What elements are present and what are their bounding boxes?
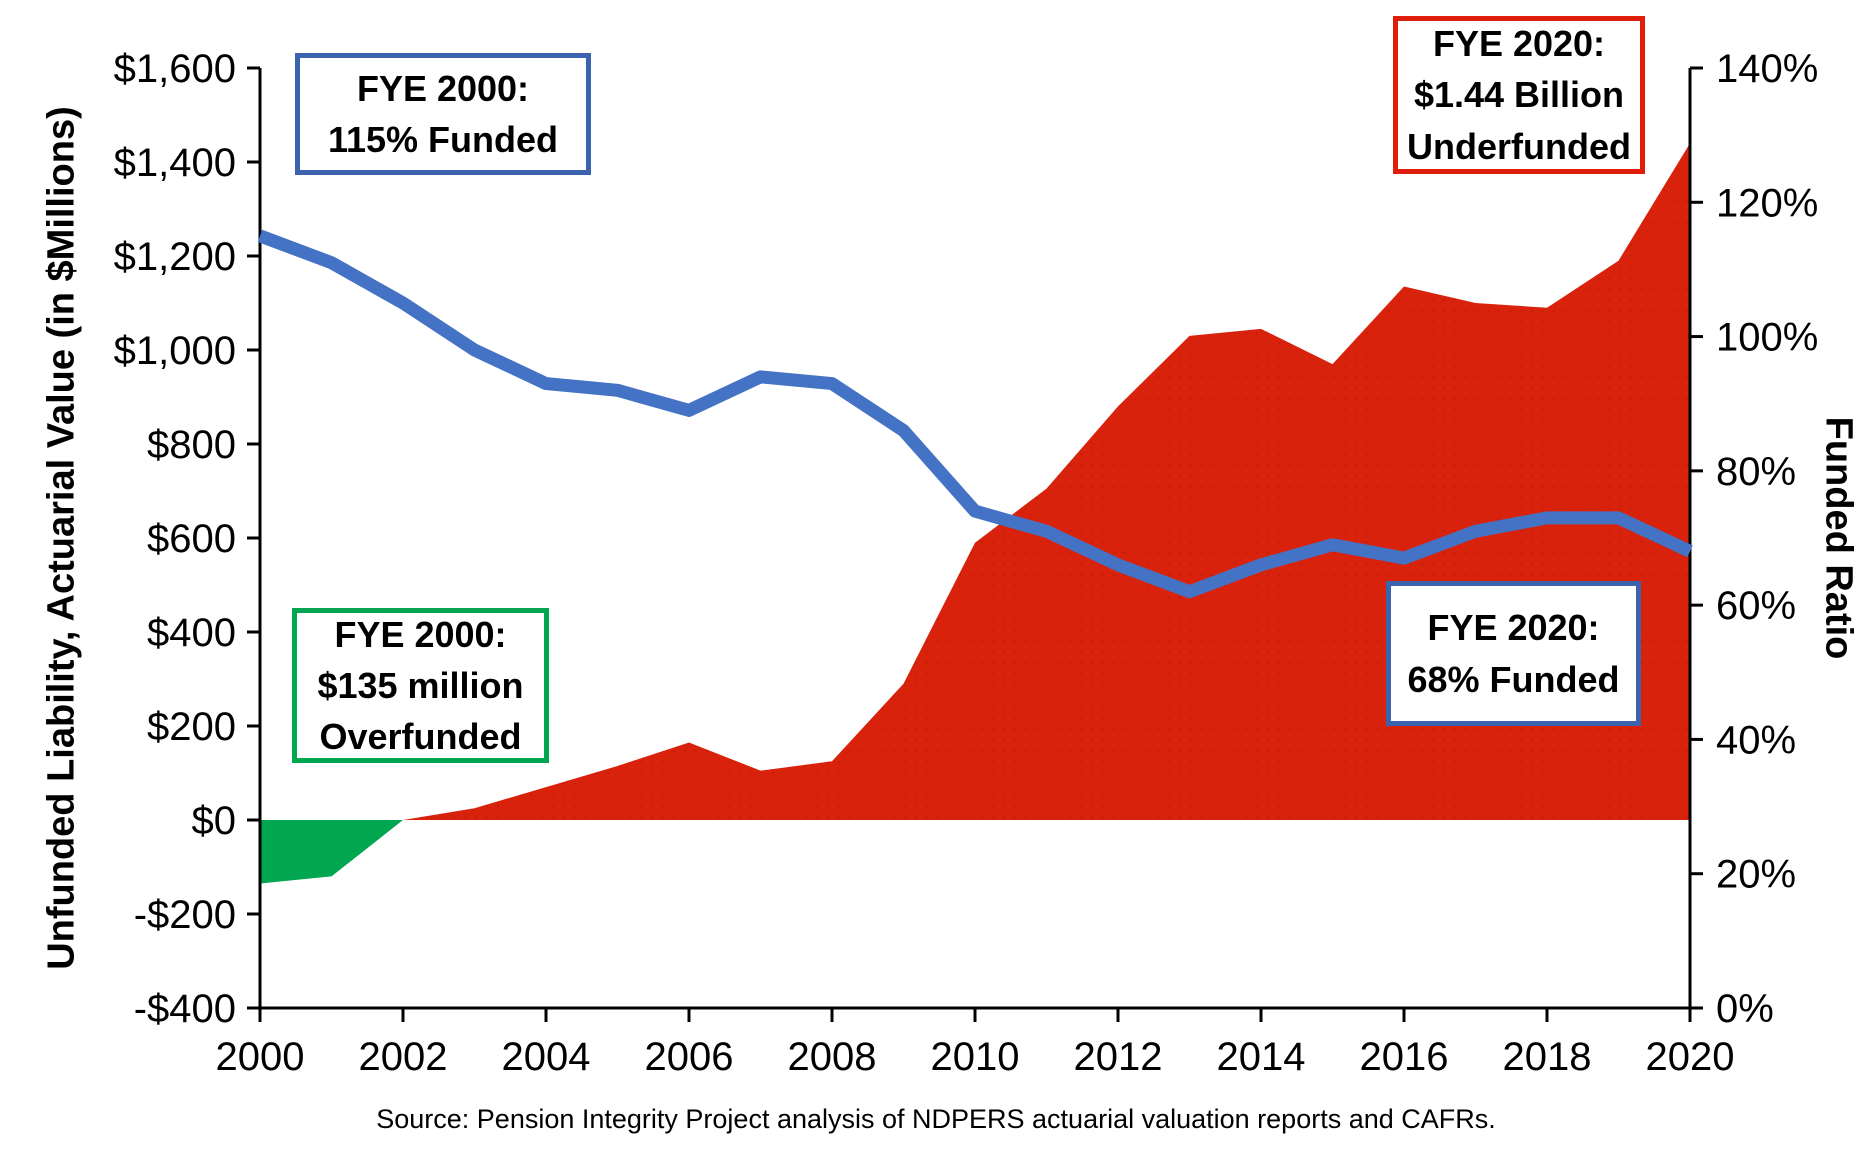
overfunded-area	[260, 820, 403, 884]
svg-text:0%: 0%	[1716, 987, 1774, 1031]
annotation-fye2020-underfunded: FYE 2020: $1.44 Billion Underfunded	[1393, 16, 1645, 174]
svg-text:60%: 60%	[1716, 584, 1796, 628]
svg-text:2006: 2006	[645, 1035, 734, 1079]
svg-text:-$200: -$200	[134, 893, 236, 937]
svg-text:2000: 2000	[216, 1035, 305, 1079]
tick-labels: -$400 -$200 $0 $200 $400 $600 $800 $1,000 $1,200…	[114, 47, 1819, 1079]
underfunded-area-texture	[403, 143, 1690, 820]
source-note: Source: Pension Integrity Project analys…	[376, 1104, 1496, 1134]
svg-text:2002: 2002	[359, 1035, 448, 1079]
svg-text:$600: $600	[147, 517, 236, 561]
svg-text:100%: 100%	[1716, 316, 1818, 360]
left-axis-title: Unfunded Liability, Actuarial Value (in …	[40, 106, 83, 970]
svg-text:$1,600: $1,600	[114, 47, 236, 91]
annotation-line: FYE 2020:	[1432, 23, 1606, 65]
annotation-line: Underfunded	[1407, 125, 1631, 167]
svg-text:$1,200: $1,200	[114, 235, 236, 279]
svg-text:80%: 80%	[1716, 450, 1796, 494]
annotation-line: FYE 2000:	[356, 67, 530, 109]
svg-text:2010: 2010	[931, 1035, 1020, 1079]
svg-text:2014: 2014	[1217, 1035, 1306, 1079]
svg-text:2004: 2004	[502, 1035, 591, 1079]
svg-text:2016: 2016	[1360, 1035, 1449, 1079]
annotation-fye2000-funded: FYE 2000: 115% Funded	[295, 53, 591, 175]
svg-text:120%: 120%	[1716, 181, 1818, 225]
annotation-line: Overfunded	[319, 716, 522, 758]
svg-text:$800: $800	[147, 423, 236, 467]
svg-text:2020: 2020	[1646, 1035, 1735, 1079]
svg-text:40%: 40%	[1716, 718, 1796, 762]
svg-text:20%: 20%	[1716, 853, 1796, 897]
annotation-line: $135 million	[317, 664, 524, 706]
svg-text:2012: 2012	[1074, 1035, 1163, 1079]
annotation-fye2000-overfunded: FYE 2000: $135 million Overfunded	[292, 608, 549, 763]
svg-text:-$400: -$400	[134, 987, 236, 1031]
right-axis-title: Funded Ratio	[1817, 416, 1860, 660]
annotation-line: $1.44 Billion	[1413, 74, 1625, 116]
annotation-line: FYE 2000:	[334, 613, 507, 655]
funded-ratio-line	[257, 229, 1693, 599]
annotation-line: FYE 2020:	[1427, 607, 1600, 649]
svg-text:$1,000: $1,000	[114, 329, 236, 373]
svg-text:$400: $400	[147, 611, 236, 655]
svg-text:$0: $0	[192, 799, 237, 843]
svg-text:2018: 2018	[1503, 1035, 1592, 1079]
svg-text:2008: 2008	[788, 1035, 877, 1079]
svg-text:140%: 140%	[1716, 47, 1818, 91]
svg-text:$200: $200	[147, 705, 236, 749]
annotation-line: 68% Funded	[1407, 658, 1620, 700]
annotation-fye2020-funded: FYE 2020: 68% Funded	[1386, 581, 1641, 726]
annotation-line: 115% Funded	[327, 119, 559, 160]
svg-text:$1,400: $1,400	[114, 141, 236, 185]
